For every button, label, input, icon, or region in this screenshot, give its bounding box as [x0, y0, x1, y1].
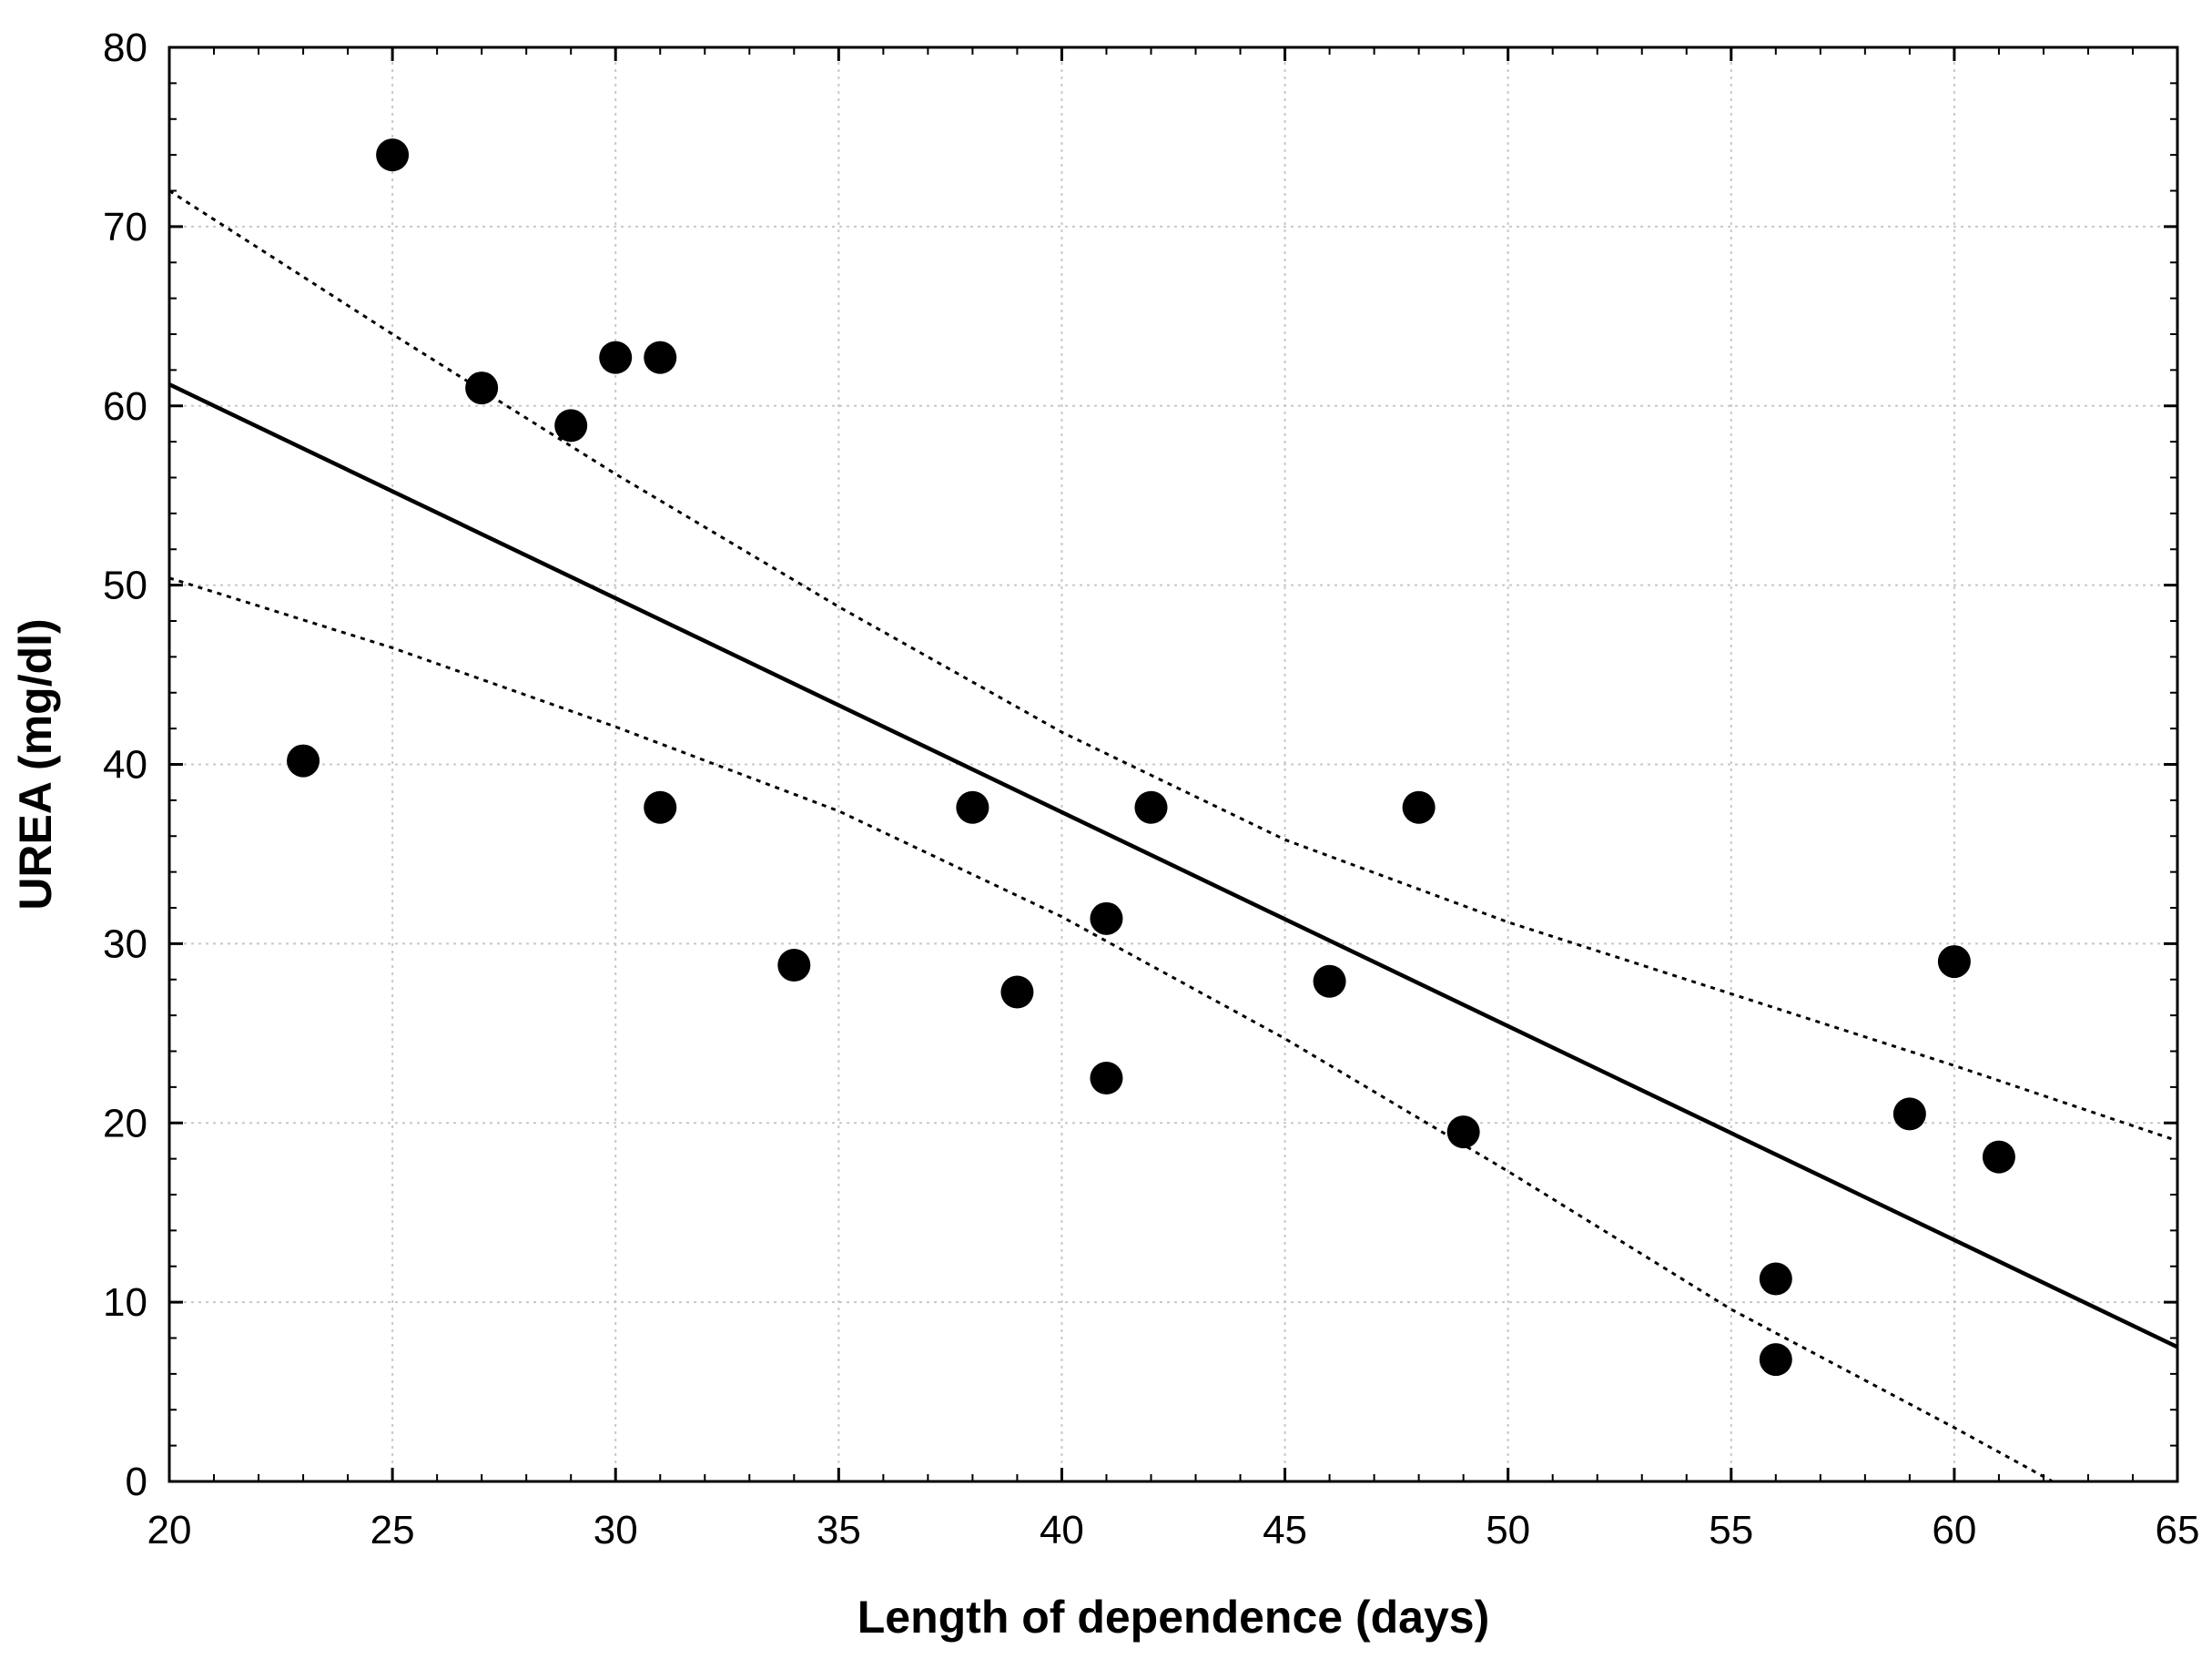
data-point: [1892, 1097, 1926, 1131]
x-tick-label: 35: [817, 1508, 861, 1552]
x-axis-title: Length of dependence (days): [857, 1592, 1490, 1643]
regression-line-group: [168, 382, 2178, 1349]
data-point: [777, 949, 811, 982]
x-tick-labels: 20 25 30 35 40 45 50 55 60 65: [147, 1508, 2200, 1552]
y-tick-label: 40: [103, 743, 147, 788]
x-tick-label: 30: [594, 1508, 638, 1552]
data-point: [376, 138, 410, 172]
data-point: [1982, 1140, 2015, 1174]
y-tick-label: 30: [103, 921, 147, 966]
x-tick-label: 65: [2156, 1508, 2200, 1552]
data-point: [1446, 1115, 1480, 1149]
y-tick-label: 70: [103, 205, 147, 249]
y-tick-label: 10: [103, 1280, 147, 1325]
data-point: [1759, 1343, 1792, 1377]
y-tick-labels: 0 10 20 30 40 50 60 70 80: [103, 25, 147, 1504]
data-point: [1090, 901, 1123, 935]
data-point: [1759, 1262, 1792, 1296]
x-tick-label: 20: [147, 1508, 192, 1552]
confidence-bands: [168, 189, 2178, 1483]
x-tick-label: 60: [1932, 1508, 1976, 1552]
data-point: [1134, 790, 1168, 824]
data-points: [287, 138, 2015, 1377]
data-point: [1090, 1062, 1123, 1095]
data-point: [554, 409, 588, 443]
x-tick-label: 40: [1040, 1508, 1084, 1552]
x-tick-label: 55: [1709, 1508, 1753, 1552]
x-tick-label: 25: [370, 1508, 415, 1552]
data-point: [644, 341, 677, 374]
y-tick-label: 0: [126, 1460, 147, 1504]
data-point: [644, 790, 677, 824]
x-tick-label: 45: [1263, 1508, 1307, 1552]
y-axis-title: UREA (mg/dl): [10, 618, 61, 910]
y-tick-label: 20: [103, 1101, 147, 1145]
y-tick-label: 50: [103, 564, 147, 608]
grid-lines: [169, 47, 2177, 1481]
data-point: [1402, 790, 1436, 824]
x-tick-label: 50: [1486, 1508, 1530, 1552]
confidence-upper-line: [168, 189, 2178, 1143]
data-point: [287, 744, 320, 778]
y-tick-label: 60: [103, 384, 147, 429]
data-point: [1313, 964, 1346, 998]
data-point: [465, 371, 499, 405]
data-point: [599, 341, 633, 374]
confidence-lower-line: [168, 576, 2054, 1483]
y-tick-label: 80: [103, 25, 147, 70]
data-point: [1000, 975, 1034, 1009]
axis-ticks: [167, 46, 2179, 1483]
regression-line: [168, 382, 2178, 1349]
data-point: [956, 790, 989, 824]
data-point: [1937, 945, 1971, 979]
